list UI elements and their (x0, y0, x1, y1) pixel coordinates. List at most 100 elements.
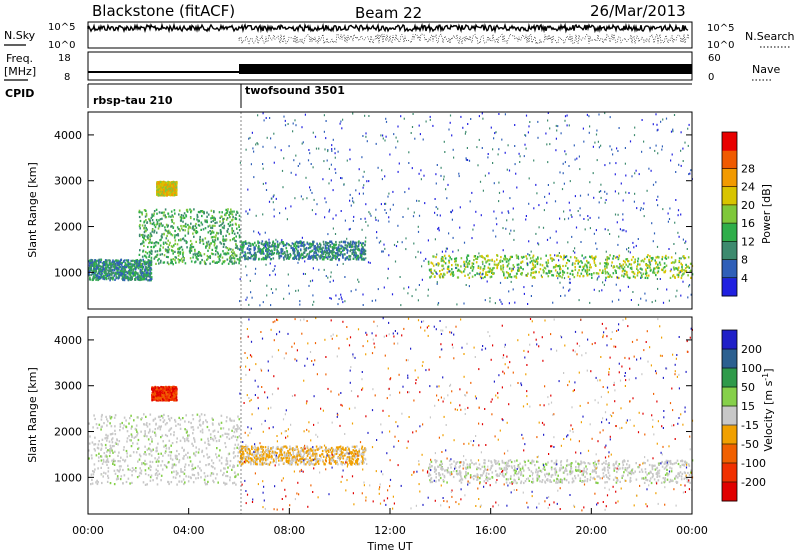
power-cell (122, 267, 124, 270)
power-cell (542, 268, 544, 272)
power-cell (113, 267, 116, 270)
power-cell (170, 245, 173, 248)
power-cell (566, 124, 568, 127)
power-cell (303, 241, 305, 244)
power-cell (450, 211, 452, 214)
power-cell (640, 260, 643, 263)
power-cell (437, 302, 440, 304)
velocity-cell (96, 426, 99, 430)
velocity-cell (88, 422, 90, 425)
power-cell (262, 163, 264, 165)
power-cell (536, 262, 539, 266)
power-cell (190, 249, 193, 252)
power-cell (553, 181, 555, 184)
power-cell (420, 251, 422, 254)
velocity-cell (176, 437, 178, 440)
velocity-cell (229, 459, 232, 463)
power-cell (605, 276, 607, 279)
power-cell (110, 272, 112, 275)
power-cell (162, 261, 165, 264)
power-colorbar-cell (722, 223, 737, 242)
power-cell (486, 260, 489, 263)
power-cell (225, 238, 228, 241)
power-cell (177, 247, 179, 251)
power-cell (533, 207, 535, 210)
power-cell (546, 272, 548, 275)
power-cell (530, 250, 532, 253)
power-cell (490, 275, 493, 278)
power-cell (150, 234, 153, 237)
power-cell (490, 269, 493, 272)
power-cell (598, 201, 600, 204)
velocity-cell (236, 424, 238, 427)
power-cell (360, 254, 363, 257)
velocity-cell (97, 447, 100, 450)
power-cell (244, 251, 246, 254)
power-cell (115, 264, 117, 267)
power-cell (163, 189, 165, 192)
power-cell (245, 148, 247, 151)
power-cell (254, 253, 256, 256)
power-cell (598, 216, 600, 219)
power-cell (226, 210, 229, 213)
power-cell (444, 257, 447, 260)
power-cell (262, 256, 265, 259)
power-cell (346, 251, 349, 254)
power-cell (274, 146, 276, 149)
power-cell (198, 251, 200, 254)
power-cell (120, 269, 122, 272)
power-cell (482, 189, 484, 192)
velocity-cell (166, 422, 168, 425)
power-cell (161, 253, 163, 256)
power-cell (234, 253, 236, 256)
velocity-cell (174, 418, 176, 422)
power-cell (603, 283, 605, 286)
power-cell (207, 256, 210, 259)
power-cell (210, 209, 213, 212)
power-cell (208, 244, 211, 248)
power-cell (156, 220, 159, 224)
power-cell (582, 127, 584, 130)
power-cell (302, 198, 304, 201)
power-cell (349, 242, 352, 245)
power-cell (246, 296, 248, 299)
power-cell (530, 268, 533, 271)
power-cell (239, 161, 241, 164)
power-cell (609, 162, 611, 165)
power-cell (681, 263, 683, 267)
power-cell (130, 278, 132, 281)
power-cell (418, 172, 420, 175)
power-cell (218, 224, 221, 227)
power-cell (395, 146, 397, 149)
power-cell (494, 302, 496, 305)
power-cell (647, 264, 649, 267)
power-cell (248, 303, 250, 306)
power-cell (93, 277, 95, 280)
power-cell (98, 276, 100, 279)
power-cell (166, 182, 168, 185)
power-cell (224, 253, 227, 256)
velocity-cell (157, 452, 160, 455)
power-cell (148, 267, 151, 270)
power-cell (133, 271, 136, 274)
power-cell (364, 114, 366, 117)
power-cell (589, 301, 591, 304)
power-cell (495, 263, 497, 266)
power-cell (587, 261, 590, 264)
power-cell (135, 265, 137, 268)
power-cell (222, 239, 224, 242)
power-cell (91, 259, 94, 262)
power-cell (452, 274, 454, 277)
power-cell (438, 274, 441, 277)
power-cell (380, 240, 382, 243)
power-cell (194, 252, 196, 255)
power-cell (216, 231, 218, 234)
power-cell (284, 243, 286, 247)
power-cell (115, 262, 117, 266)
power-cell (596, 272, 598, 275)
power-cell (328, 242, 330, 245)
power-cell (112, 259, 114, 262)
power-cell (485, 273, 487, 276)
power-cell (145, 274, 147, 277)
